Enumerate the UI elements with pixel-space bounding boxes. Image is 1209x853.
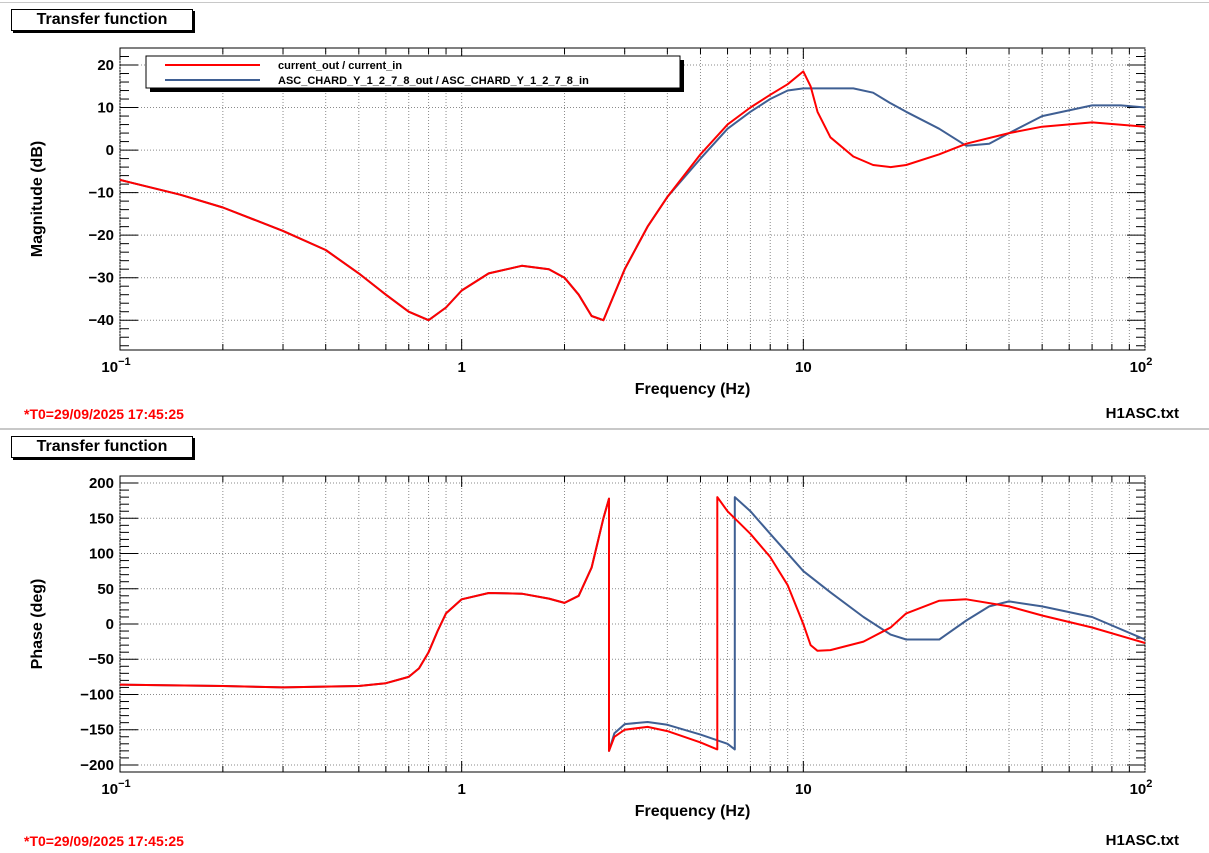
y-axis-label: Magnitude (dB) <box>29 141 46 257</box>
x-axis-label: Frequency (Hz) <box>635 381 751 398</box>
y-tick-label: −200 <box>80 757 114 774</box>
timestamp-label: *T0=29/09/2025 17:45:25 <box>24 833 184 849</box>
x-tick-label: 102 <box>1130 778 1153 798</box>
x-tick-label: 10 <box>795 359 812 376</box>
y-tick-label: 200 <box>89 475 114 492</box>
legend: current_out / current_in ASC_CHARD_Y_1_2_… <box>145 55 684 92</box>
filename-label: H1ASC.txt <box>1105 832 1179 849</box>
legend-label: ASC_CHARD_Y_1_2_7_8_out / ASC_CHARD_Y_1_… <box>278 75 589 87</box>
legend-label: current_out / current_in <box>278 60 402 72</box>
y-tick-label: −20 <box>89 227 114 244</box>
y-tick-label: −10 <box>89 185 114 202</box>
y-tick-label: 0 <box>106 142 114 159</box>
x-tick-label: 10−1 <box>101 356 130 376</box>
x-tick-label: 1 <box>457 359 465 376</box>
filename-label: H1ASC.txt <box>1105 405 1179 422</box>
magnitude-chart: −40 −30 −20 −10 0 10 20 10−1 1 10 102 Frequency (Hz… <box>29 47 1153 398</box>
y-tick-label: −100 <box>80 686 114 703</box>
y-tick-label: −150 <box>80 722 114 739</box>
series-line <box>119 496 1146 752</box>
top-pad: Transfer function −40 −30 −20 −10 0 10 20 10−1 1… <box>0 2 1209 426</box>
x-tick-label: 102 <box>1130 356 1153 376</box>
y-tick-label: 100 <box>89 546 114 563</box>
y-tick-label: −30 <box>89 270 114 287</box>
y-tick-label: −40 <box>89 312 114 329</box>
x-tick-label: 10 <box>795 781 812 798</box>
y-tick-label: 0 <box>106 616 114 633</box>
y-tick-label: 50 <box>97 581 114 598</box>
legend-box <box>145 55 681 89</box>
x-tick-label: 1 <box>457 781 465 798</box>
y-tick-label: 10 <box>97 100 114 117</box>
pad-title: Transfer function <box>11 9 193 31</box>
y-tick-label: −50 <box>89 651 114 668</box>
axis-ticks <box>119 47 1145 350</box>
timestamp-label: *T0=29/09/2025 17:45:25 <box>24 406 184 422</box>
x-tick-label: 10−1 <box>101 778 130 798</box>
y-tick-label: 150 <box>89 510 114 527</box>
x-axis-label: Frequency (Hz) <box>635 803 751 820</box>
grid <box>119 48 1146 350</box>
y-tick-label: 20 <box>97 57 114 74</box>
bottom-pad: Transfer function −200 −150 −100 −50 0 50 100 1… <box>0 428 1209 853</box>
axis-ticks <box>119 475 1145 773</box>
y-axis-label: Phase (deg) <box>29 579 46 670</box>
series-line <box>119 70 1146 322</box>
pad-title: Transfer function <box>11 436 193 458</box>
plot-frame <box>119 47 1146 351</box>
phase-chart: −200 −150 −100 −50 0 50 100 150 200 10−1 1 10 102 Fre… <box>29 475 1153 820</box>
